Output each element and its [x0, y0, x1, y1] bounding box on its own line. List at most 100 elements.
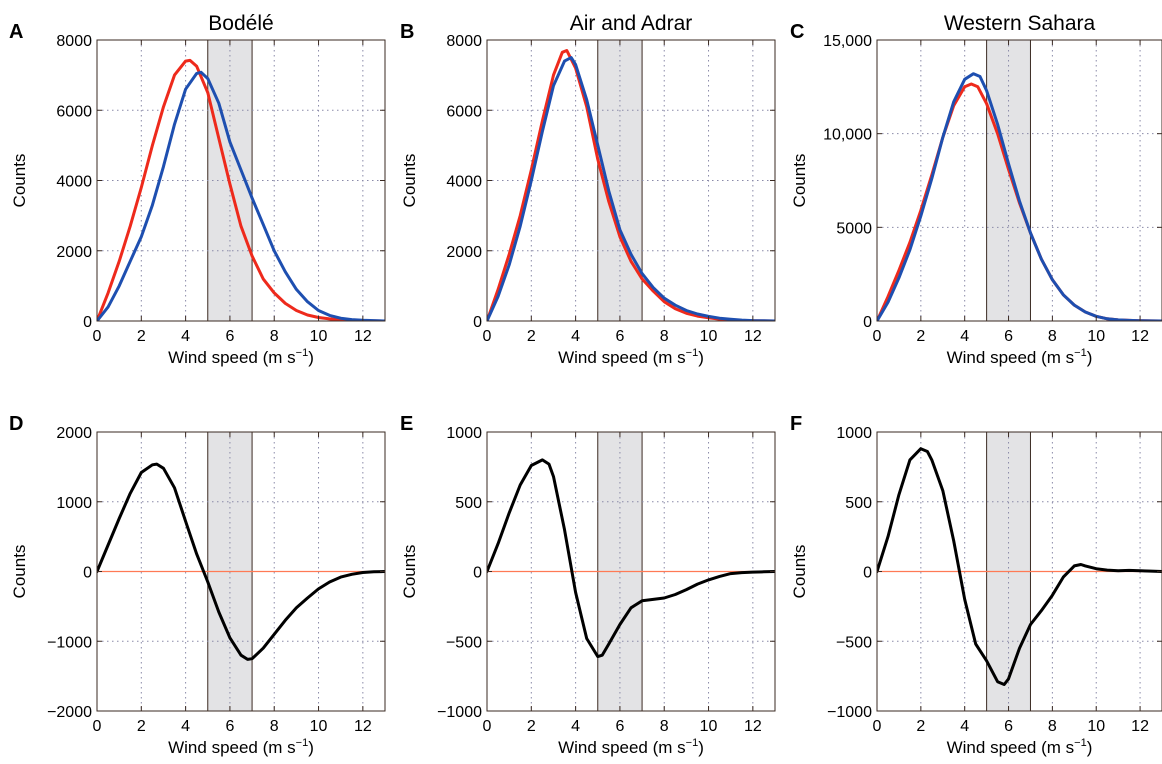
x-axis-label-end: ) — [308, 738, 314, 757]
x-axis-label-superscript: −1 — [296, 347, 309, 359]
x-tick-label: 2 — [916, 328, 925, 345]
panel-title: Air and Adrar — [570, 12, 693, 35]
x-tick-label: 6 — [225, 328, 234, 345]
y-tick-label: −2000 — [47, 704, 92, 721]
x-tick-label: 0 — [483, 718, 492, 735]
y-tick-label: 1000 — [56, 495, 92, 512]
panel-d: 0 2 4 6 8 10 12 −2000 −1000 0 1000 2000 Wind speed (… — [9, 413, 386, 757]
series-line-2 — [487, 56, 775, 321]
axes-frame — [876, 39, 1162, 322]
x-axis-label: Wind speed (m s−1) — [558, 737, 704, 757]
x-axis-label-end: ) — [698, 348, 704, 367]
y-axis-label: Counts — [790, 154, 809, 208]
x-axis-label-main: Wind speed (m s — [558, 348, 686, 367]
y-axis-label: Counts — [400, 154, 419, 208]
x-tick-label: 0 — [93, 718, 102, 735]
x-axis-label-superscript: −1 — [686, 347, 699, 359]
x-tick-label: 0 — [873, 718, 882, 735]
x-axis-label-end: ) — [1087, 348, 1093, 367]
y-tick-label: −1000 — [47, 634, 92, 651]
y-tick-label: 5000 — [836, 220, 872, 237]
x-tick-label: 8 — [660, 718, 669, 735]
y-axis-label: Counts — [10, 545, 29, 599]
x-axis-label-superscript: −1 — [1074, 737, 1087, 749]
y-tick-label: 1000 — [446, 425, 482, 442]
x-tick-label: 4 — [960, 328, 969, 345]
x-axis-label-superscript: −1 — [686, 737, 699, 749]
series-line-2 — [877, 72, 1162, 321]
x-axis-label: Wind speed (m s−1) — [558, 347, 704, 367]
series-line-1 — [877, 447, 1162, 686]
x-axis-label-end: ) — [308, 348, 314, 367]
x-axis-label-end: ) — [1087, 738, 1093, 757]
panel-a: 0 2 4 6 8 10 12 0 2000 4000 6000 8000 Wind speed (m … — [9, 12, 386, 367]
x-tick-label: 6 — [615, 328, 624, 345]
y-tick-label: 0 — [83, 565, 92, 582]
y-tick-label: 0 — [863, 565, 872, 582]
x-tick-label: 0 — [93, 328, 102, 345]
x-tick-label: 8 — [1048, 718, 1057, 735]
x-tick-label: 10 — [310, 718, 328, 735]
x-tick-label: 6 — [615, 718, 624, 735]
x-tick-label: 2 — [527, 328, 536, 345]
x-tick-label: 10 — [700, 718, 718, 735]
y-axis-label: Counts — [400, 545, 419, 599]
x-tick-label: 12 — [1131, 328, 1149, 345]
panel-e: 0 2 4 6 8 10 12 −1000 −500 0 500 1000 Wind speed (m … — [400, 413, 776, 757]
x-axis-label-superscript: −1 — [1074, 347, 1087, 359]
y-tick-label: 2000 — [446, 244, 482, 261]
panel-title: Bodélé — [208, 12, 273, 35]
y-tick-label: 500 — [455, 495, 482, 512]
y-tick-label: 6000 — [446, 103, 482, 120]
x-axis-label: Wind speed (m s−1) — [168, 737, 314, 757]
y-tick-label: 0 — [863, 314, 872, 331]
x-tick-label: 8 — [1048, 328, 1057, 345]
grid-lines — [877, 432, 1162, 711]
x-axis-label-main: Wind speed (m s — [947, 738, 1075, 757]
series-line-2 — [97, 70, 385, 321]
series-line-1 — [97, 58, 385, 321]
x-tick-label: 8 — [270, 328, 279, 345]
x-tick-label: 4 — [571, 328, 580, 345]
x-tick-label: 4 — [571, 718, 580, 735]
x-tick-label: 8 — [270, 718, 279, 735]
x-tick-label: 2 — [916, 718, 925, 735]
panel-letter: F — [790, 413, 802, 435]
y-tick-label: −1000 — [437, 704, 482, 721]
y-tick-label: −500 — [446, 634, 482, 651]
y-tick-label: 1000 — [836, 425, 872, 442]
x-tick-label: 4 — [960, 718, 969, 735]
panel-title: Western Sahara — [944, 12, 1096, 35]
y-tick-label: 0 — [473, 565, 482, 582]
y-tick-label: 0 — [83, 314, 92, 331]
x-tick-label: 12 — [744, 328, 762, 345]
x-tick-label: 12 — [354, 328, 372, 345]
panel-letter: D — [9, 413, 23, 435]
y-axis-label: Counts — [10, 154, 29, 208]
x-tick-label: 6 — [225, 718, 234, 735]
x-tick-label: 2 — [527, 718, 536, 735]
y-tick-label: 10,000 — [823, 127, 872, 144]
y-tick-label: 4000 — [56, 174, 92, 191]
x-tick-label: 2 — [137, 328, 146, 345]
y-tick-label: 15,000 — [823, 33, 872, 50]
panel-c: 0 2 4 6 8 10 12 0 5000 10,000 15,000 Wind speed (m … — [790, 12, 1162, 367]
x-tick-label: 10 — [700, 328, 718, 345]
x-axis-label: Wind speed (m s−1) — [947, 737, 1093, 757]
x-tick-label: 4 — [181, 718, 190, 735]
x-axis-label-main: Wind speed (m s — [168, 348, 296, 367]
series-line-1 — [487, 458, 775, 659]
x-axis-label-main: Wind speed (m s — [168, 738, 296, 757]
panel-letter: C — [790, 21, 804, 43]
series-line-1 — [97, 462, 385, 661]
y-tick-label: 0 — [473, 314, 482, 331]
y-tick-label: −500 — [836, 634, 872, 651]
x-tick-label: 10 — [310, 328, 328, 345]
x-tick-label: 6 — [1004, 328, 1013, 345]
x-axis-label-superscript: −1 — [296, 737, 309, 749]
x-axis-label-end: ) — [698, 738, 704, 757]
x-tick-label: 10 — [1087, 328, 1105, 345]
panel-b: 0 2 4 6 8 10 12 0 2000 4000 6000 8000 Wind speed (m … — [400, 12, 776, 367]
x-axis-label: Wind speed (m s−1) — [947, 347, 1093, 367]
y-tick-label: 500 — [845, 495, 872, 512]
